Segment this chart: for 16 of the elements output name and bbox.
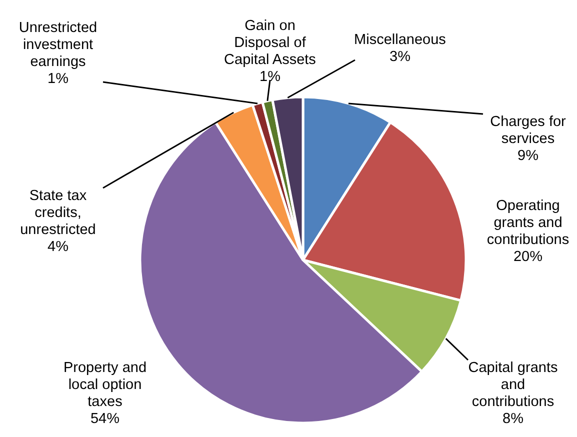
data-label: 4% — [48, 239, 69, 255]
slice-label: Operating grants and contributions — [486, 198, 570, 248]
slice-label: Gain on Disposal of Capital Assets — [224, 18, 316, 68]
data-label: 1% — [48, 71, 69, 87]
slice-label: Charges for services — [490, 114, 566, 147]
data-label: 8% — [502, 411, 524, 427]
data-label: 1% — [260, 69, 281, 85]
slice-label: Property and local option taxes — [63, 360, 147, 410]
slice-label: Unrestricted investment earnings — [18, 20, 98, 70]
data-label: 9% — [518, 148, 539, 164]
slice-label: State tax credits, unrestricted — [20, 188, 96, 238]
data-label: 3% — [390, 49, 411, 65]
data-label: 54% — [90, 411, 120, 427]
slice-label: Capital grants and contributions — [468, 360, 558, 410]
slice-label: Miscellaneous — [354, 32, 446, 48]
data-label: 20% — [513, 249, 543, 265]
